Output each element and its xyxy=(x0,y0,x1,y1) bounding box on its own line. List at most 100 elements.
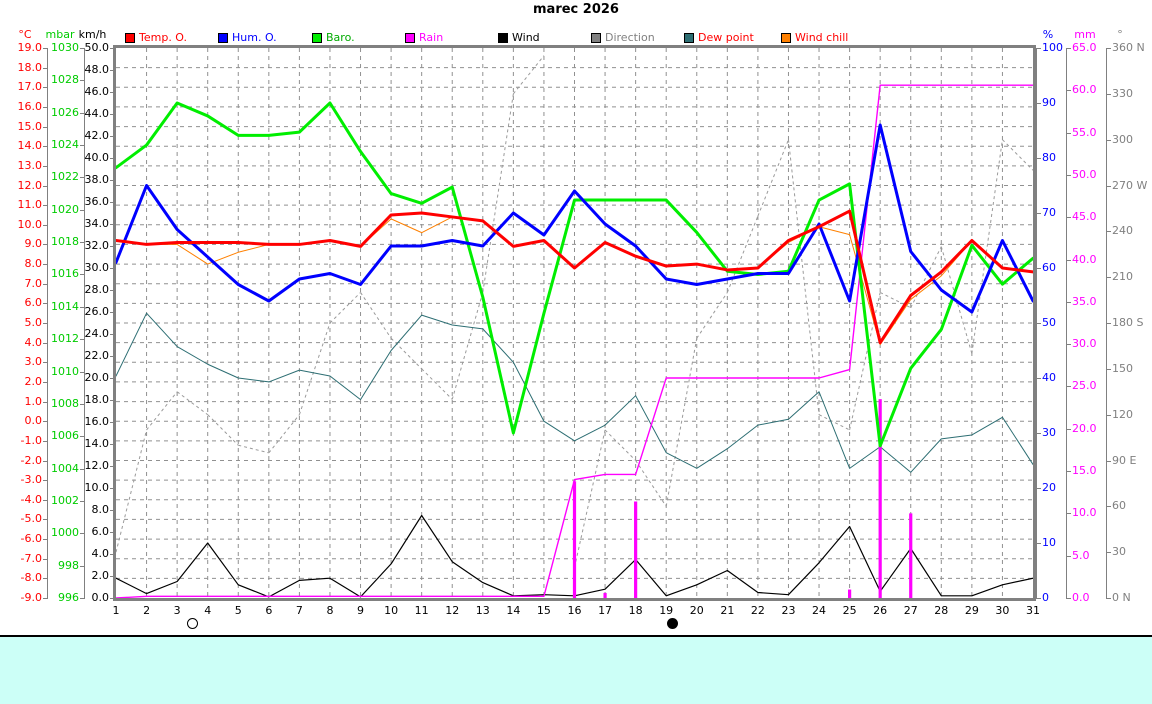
moon-phase-new-icon xyxy=(667,618,679,629)
axis-tick-wind: 38.0 xyxy=(84,173,110,186)
axis-tickmark xyxy=(1106,552,1111,554)
axis-tickmark xyxy=(43,205,48,207)
x-axis-day-label: 26 xyxy=(873,604,888,617)
axis-tick-wind: 18.0 xyxy=(84,393,110,406)
plot-svg xyxy=(116,48,1033,598)
axis-tickmark xyxy=(110,312,115,313)
x-axis-day-label: 24 xyxy=(812,604,827,617)
legend-item-rain[interactable]: Rain xyxy=(405,31,443,45)
chart-legend: Temp. O. Hum. O. Baro. Rain Wind Direction Dew… xyxy=(0,31,1152,45)
axis-tickmark xyxy=(1106,460,1111,462)
axis-tickmark xyxy=(43,165,48,167)
axis-tickmark xyxy=(43,264,48,266)
axis-tickmark xyxy=(43,342,48,344)
axis-tickmark xyxy=(110,576,115,577)
axis-tickmark xyxy=(1066,471,1071,473)
axis-tickmark xyxy=(80,48,85,49)
axis-tick-baro: 998 xyxy=(58,558,79,572)
axis-tick-wind: 50.0 xyxy=(84,41,110,54)
axis-tick-rain: 10.0 xyxy=(1072,506,1097,520)
axis-tickmark xyxy=(110,400,115,401)
weather-plot-area[interactable] xyxy=(113,45,1036,601)
axis-tick-humidity: 20 xyxy=(1042,481,1056,494)
x-axis-day-label: 22 xyxy=(750,604,765,617)
axis-tick-wind: 2.0 xyxy=(91,569,110,582)
axis-tick-direction: 210 xyxy=(1112,270,1133,284)
axis-tick-wind: 22.0 xyxy=(84,349,110,362)
axis-tickmark xyxy=(110,422,115,423)
axis-tick-baro: 1006 xyxy=(51,429,79,443)
axis-tick-wind: 30.0 xyxy=(84,261,110,274)
legend-item-wind[interactable]: Wind xyxy=(498,31,540,45)
axis-tickmark xyxy=(1106,414,1111,416)
legend-swatch-icon xyxy=(591,33,601,43)
x-axis-day-label: 25 xyxy=(842,604,857,617)
axis-tick-direction: 120 xyxy=(1112,407,1133,421)
x-axis-day-label: 27 xyxy=(903,604,918,617)
axis-tick-wind: 36.0 xyxy=(84,195,110,208)
axis-tickmark xyxy=(43,87,48,89)
axis-tick-wind: 34.0 xyxy=(84,217,110,230)
axis-tickmark xyxy=(110,466,115,467)
axis-tick-wind: 4.0 xyxy=(91,547,110,560)
x-axis-day-label: 15 xyxy=(536,604,551,617)
axis-tickmark xyxy=(1106,139,1111,141)
legend-swatch-icon xyxy=(125,33,135,43)
legend-swatch-icon xyxy=(312,33,322,43)
axis-tick-rain: 55.0 xyxy=(1072,125,1097,139)
axis-tickmark xyxy=(43,460,48,462)
legend-item-direction[interactable]: Direction xyxy=(591,31,655,45)
axis-tick-rain: 0.0 xyxy=(1072,591,1090,604)
axis-line-baro xyxy=(84,48,85,598)
axis-tickmark xyxy=(1036,268,1041,269)
x-axis-day-label: 9 xyxy=(357,604,365,617)
legend-item-baro[interactable]: Baro. xyxy=(312,31,355,45)
axis-line-humidity xyxy=(1036,48,1037,598)
x-axis-day-label: 11 xyxy=(414,604,429,617)
axis-tickmark xyxy=(110,444,115,445)
axis-tickmark xyxy=(110,48,115,49)
axis-tickmark xyxy=(80,242,85,244)
axis-tick-wind: 44.0 xyxy=(84,107,110,120)
axis-tick-direction: 0 N xyxy=(1112,591,1131,604)
axis-tickmark xyxy=(43,185,48,187)
axis-tick-rain: 5.0 xyxy=(1072,548,1090,562)
axis-tickmark xyxy=(1066,132,1071,134)
axis-tickmark xyxy=(1036,378,1041,379)
axis-tick-direction: 90 E xyxy=(1112,453,1137,467)
axis-tick-humidity: 10 xyxy=(1042,536,1056,549)
axis-line-rain xyxy=(1066,48,1067,598)
x-axis-day-label: 7 xyxy=(295,604,303,617)
axis-tickmark xyxy=(43,224,48,226)
axis-tickmark xyxy=(110,158,115,159)
axis-tickmark xyxy=(1066,217,1071,219)
axis-tick-rain: 65.0 xyxy=(1072,41,1097,54)
axis-tick-baro: 1014 xyxy=(51,299,79,313)
axis-tickmark xyxy=(43,401,48,403)
legend-item-dew-point[interactable]: Dew point xyxy=(684,31,754,45)
axis-tickmark xyxy=(80,112,85,114)
axis-tickmark xyxy=(80,436,85,438)
axis-tick-wind: 28.0 xyxy=(84,283,110,296)
legend-item-temp-o[interactable]: Temp. O. xyxy=(125,31,187,45)
axis-tick-temp: 0.0 xyxy=(24,414,43,428)
axis-tick-temp: 17.0 xyxy=(17,80,43,94)
x-axis-day-label: 19 xyxy=(659,604,674,617)
axis-tick-baro: 1018 xyxy=(51,235,79,249)
axis-tickmark xyxy=(1066,90,1071,92)
axis-tick-direction: 60 xyxy=(1112,499,1126,513)
legend-item-wind-chill[interactable]: Wind chill xyxy=(781,31,848,45)
legend-item-hum-o[interactable]: Hum. O. xyxy=(218,31,277,45)
axis-tickmark xyxy=(80,500,85,502)
x-axis-day-label: 4 xyxy=(204,604,212,617)
axis-tick-wind: 46.0 xyxy=(84,85,110,98)
axis-tickmark xyxy=(1106,231,1111,233)
x-axis-day-label: 1 xyxy=(112,604,120,617)
legend-label: Dew point xyxy=(698,31,754,44)
axis-tick-wind: 10.0 xyxy=(84,481,110,494)
summary-table xyxy=(0,635,1152,704)
axis-tick-temp: 4.0 xyxy=(24,335,43,349)
axis-tickmark xyxy=(43,106,48,108)
axis-tick-temp: -1.0 xyxy=(20,433,42,447)
axis-tickmark xyxy=(80,274,85,276)
